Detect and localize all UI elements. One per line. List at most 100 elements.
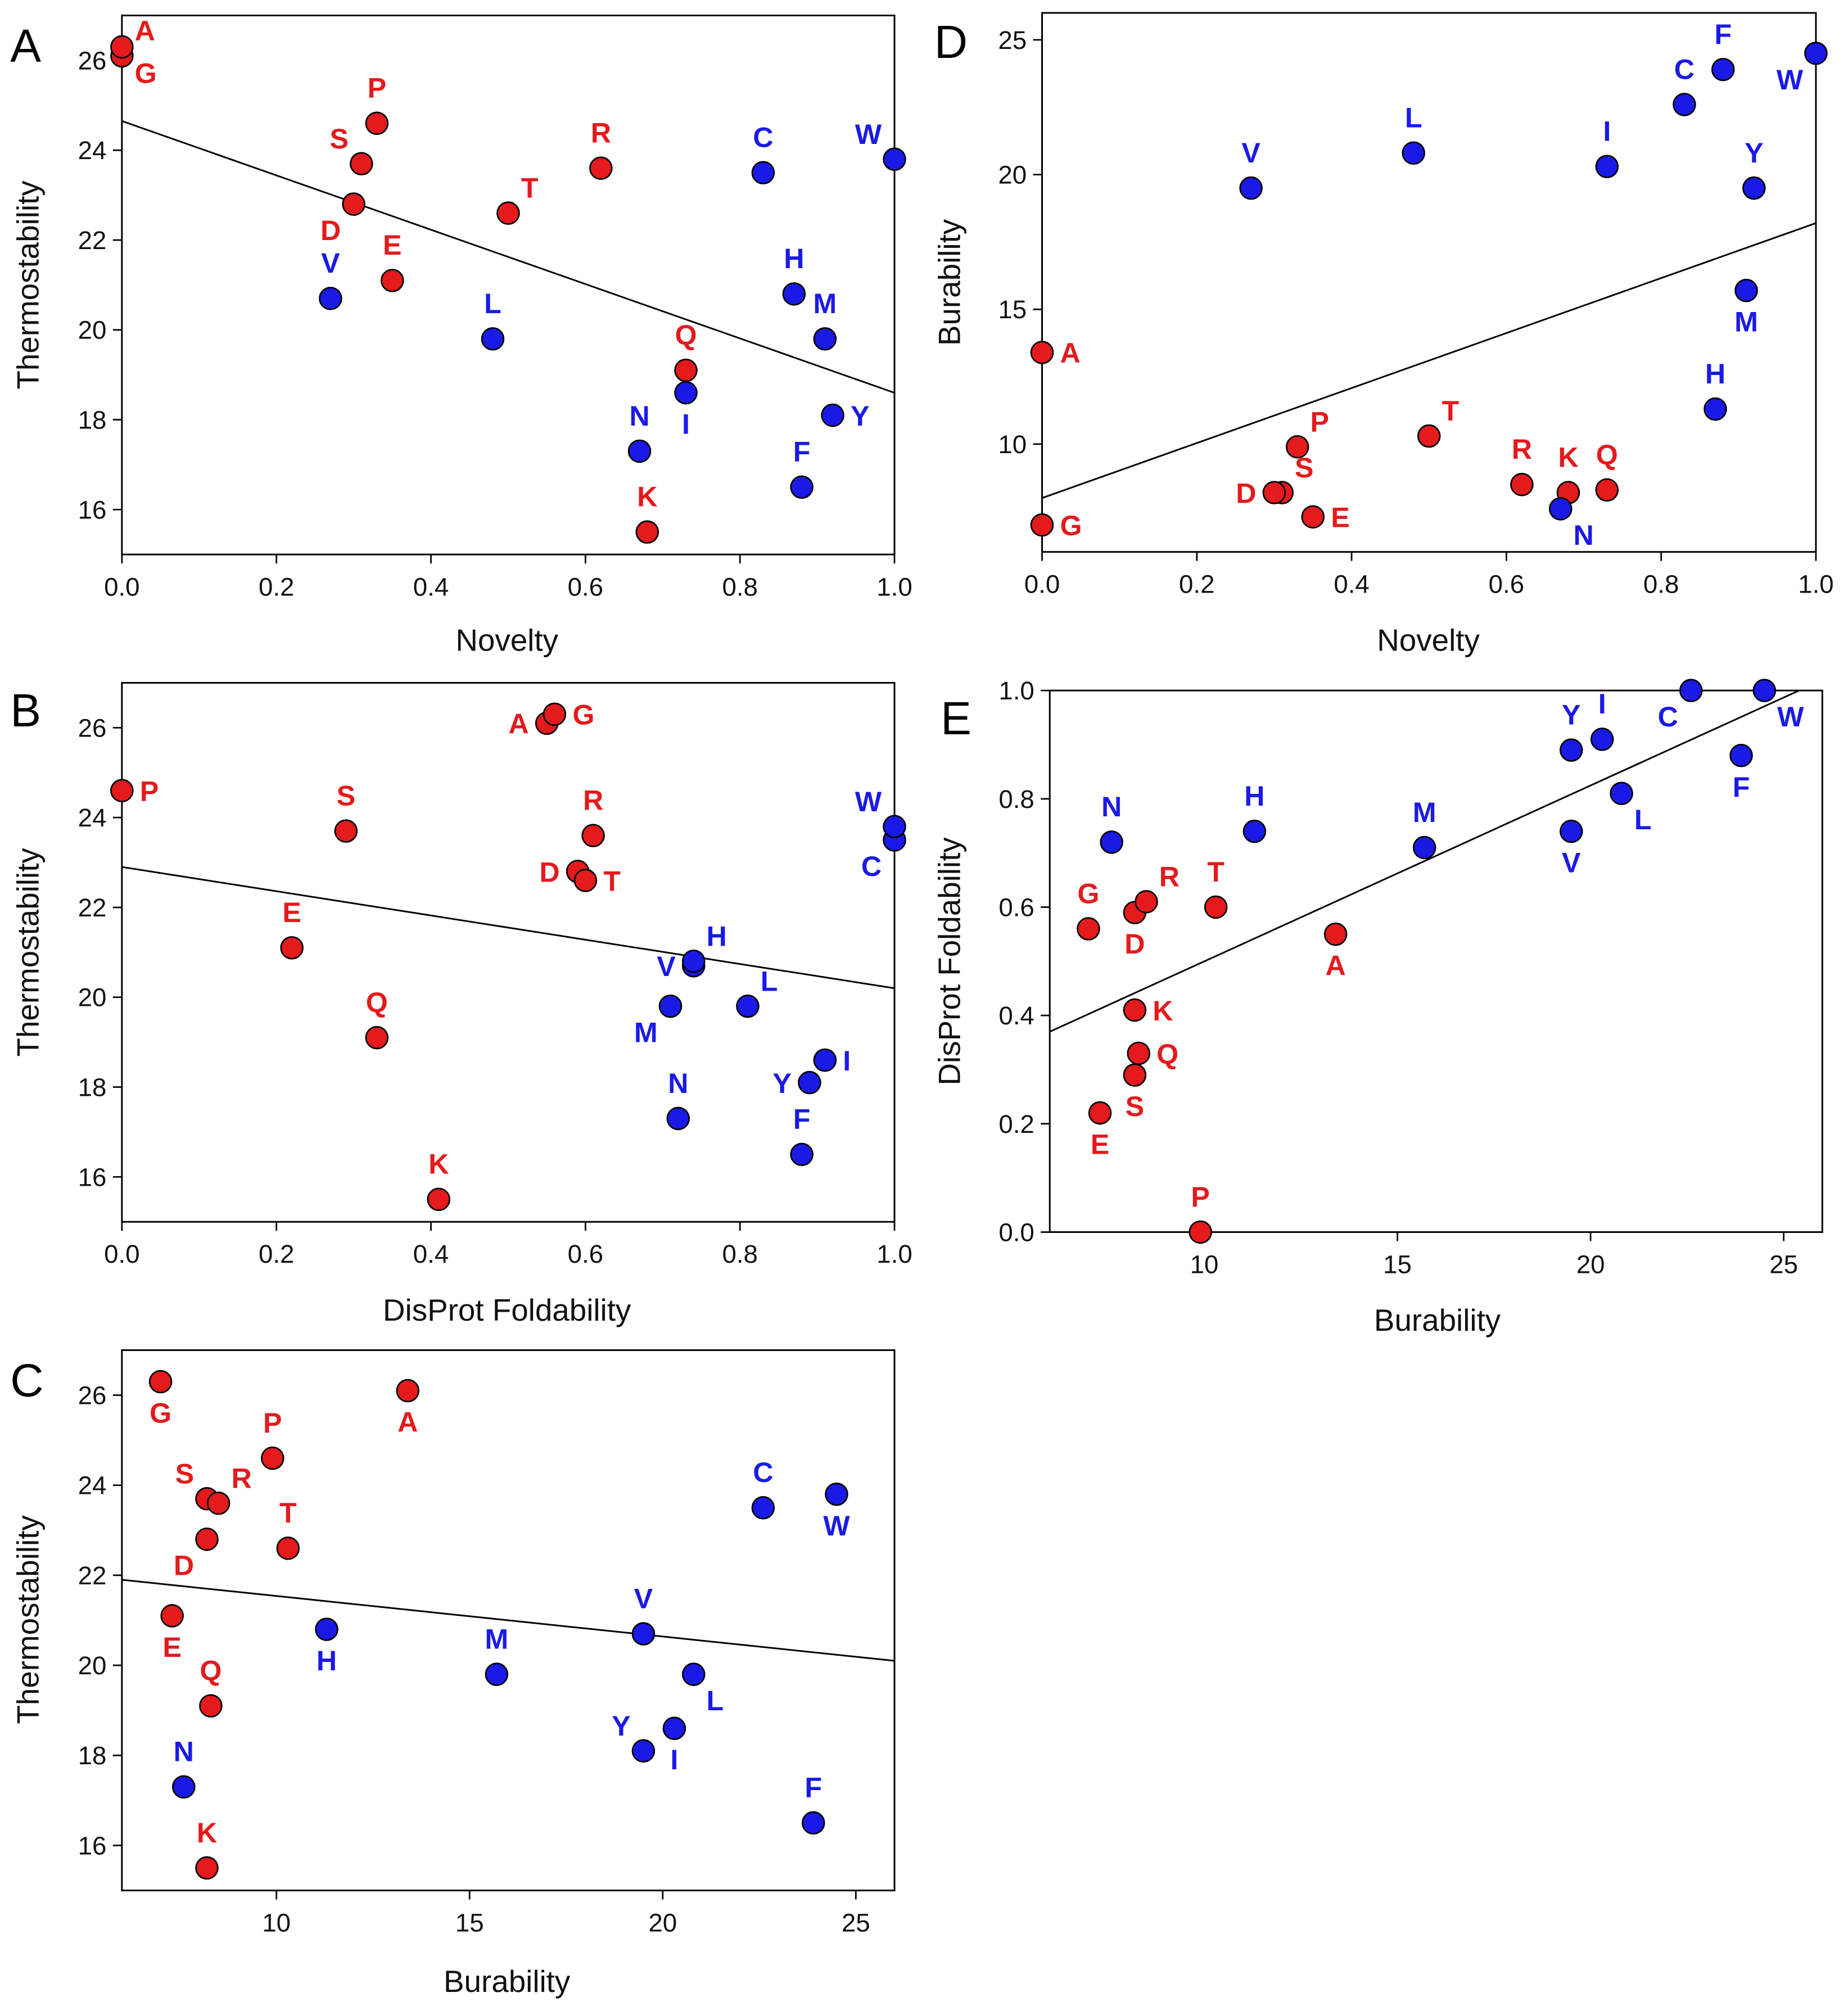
point-label-d: D <box>174 1550 194 1582</box>
point-label-h: H <box>1244 780 1264 812</box>
x-axis-label: Burability <box>444 1964 571 1999</box>
y-tick-label: 26 <box>78 46 107 75</box>
y-tick-label: 22 <box>78 1561 107 1590</box>
data-point-h <box>315 1618 338 1641</box>
point-label-e: E <box>1091 1129 1110 1160</box>
data-point-d <box>195 1528 219 1551</box>
data-point-l <box>1402 141 1425 165</box>
point-label-h: H <box>317 1645 337 1677</box>
data-point-k <box>195 1856 219 1880</box>
data-point-g <box>1030 513 1054 537</box>
point-label-g: G <box>150 1398 171 1429</box>
y-tick-label: 20 <box>78 316 107 345</box>
point-label-r: R <box>231 1462 251 1494</box>
y-tick-label: 0.0 <box>998 1218 1034 1246</box>
point-label-k: K <box>197 1817 217 1849</box>
data-point-l <box>681 1662 706 1686</box>
data-point-w <box>883 147 906 171</box>
data-point-q <box>365 1025 389 1050</box>
x-axis-label: Novelty <box>1377 622 1480 657</box>
data-point-m <box>485 1662 509 1686</box>
point-label-n: N <box>668 1068 688 1099</box>
data-point-f <box>1729 744 1753 767</box>
point-label-l: L <box>484 288 501 319</box>
point-label-i: I <box>1603 116 1611 147</box>
data-point-t <box>496 201 520 225</box>
x-tick-label: 20 <box>648 1909 677 1937</box>
data-point-t <box>573 869 598 892</box>
point-label-k: K <box>637 481 657 513</box>
point-label-r: R <box>1159 861 1180 892</box>
point-label-h: H <box>1705 358 1725 390</box>
plot-frame <box>121 15 896 555</box>
point-label-f: F <box>805 1772 822 1804</box>
y-tick-label: 24 <box>78 1471 107 1500</box>
data-point-c <box>751 1496 775 1520</box>
point-label-t: T <box>521 173 539 204</box>
y-axis-label: Thermostability <box>10 180 45 390</box>
data-point-l <box>481 327 505 351</box>
data-point-f <box>790 1142 814 1167</box>
point-label-d: D <box>1124 928 1145 960</box>
x-tick-label: 0.2 <box>259 1240 294 1268</box>
point-label-c: C <box>753 1457 773 1488</box>
point-label-q: Q <box>1596 439 1618 471</box>
point-label-e: E <box>1331 502 1350 534</box>
y-tick-label: 0.4 <box>998 1001 1034 1030</box>
point-label-v: V <box>657 951 676 982</box>
plot-frame <box>1041 12 1817 553</box>
point-label-i: I <box>670 1744 678 1775</box>
data-point-p <box>365 111 389 135</box>
point-label-a: A <box>135 15 155 47</box>
data-point-t <box>276 1537 300 1560</box>
point-label-f: F <box>1714 19 1732 50</box>
data-point-f <box>1711 57 1735 82</box>
point-label-h: H <box>784 243 804 274</box>
point-label-w: W <box>855 119 882 150</box>
data-point-y <box>631 1739 656 1763</box>
point-label-c: C <box>861 851 882 882</box>
point-label-e: E <box>282 897 301 928</box>
point-label-t: T <box>603 865 621 897</box>
panel-c: 10 15 20 25 16 18 20 22 24 26 Burability Thermostab… <box>10 1349 896 1999</box>
x-tick-label: 0.2 <box>259 572 294 601</box>
point-label-l: L <box>1634 804 1652 835</box>
point-label-m: M <box>1734 306 1758 338</box>
point-label-p: P <box>368 73 387 104</box>
point-label-y: Y <box>772 1068 792 1099</box>
y-tick-label: 18 <box>78 406 107 435</box>
data-point-a <box>1030 341 1054 364</box>
data-point-m <box>813 327 837 351</box>
data-point-q <box>199 1694 223 1718</box>
x-tick-label: 10 <box>1190 1250 1219 1279</box>
data-point-i <box>674 381 698 405</box>
x-tick-label: 1.0 <box>876 572 912 601</box>
regression-line <box>1049 689 1800 1033</box>
x-tick-label: 0.2 <box>1179 570 1214 599</box>
point-label-q: Q <box>200 1655 222 1686</box>
y-tick-label: 0.8 <box>998 785 1034 814</box>
point-label-p: P <box>1191 1181 1210 1213</box>
point-label-n: N <box>629 400 649 432</box>
panel-a: 0.0 0.2 0.4 0.6 0.8 1.0 16 18 20 22 24 26 Novelty The… <box>10 15 912 657</box>
point-label-d: D <box>320 215 341 246</box>
y-tick-label: 26 <box>78 1381 107 1410</box>
data-point-r <box>206 1491 231 1515</box>
x-tick-label: 1.0 <box>1798 570 1833 599</box>
point-label-p: P <box>263 1407 282 1439</box>
data-point-q <box>1595 478 1619 502</box>
point-label-l: L <box>761 965 778 997</box>
x-tick-label: 0.8 <box>722 1240 757 1268</box>
point-label-v: V <box>634 1583 653 1614</box>
point-label-m: M <box>1413 797 1436 828</box>
y-tick-label: 18 <box>78 1073 107 1102</box>
panel-b: 0.0 0.2 0.4 0.6 0.8 1.0 16 18 20 22 24 26 DisProt Fo… <box>10 682 912 1327</box>
point-label-g: G <box>135 57 157 89</box>
data-point-g <box>543 702 567 726</box>
data-point-v <box>1559 819 1583 843</box>
point-label-w: W <box>1777 701 1804 733</box>
y-tick-label: 20 <box>78 983 107 1012</box>
point-label-a: A <box>508 708 528 740</box>
point-label-v: V <box>321 247 340 279</box>
